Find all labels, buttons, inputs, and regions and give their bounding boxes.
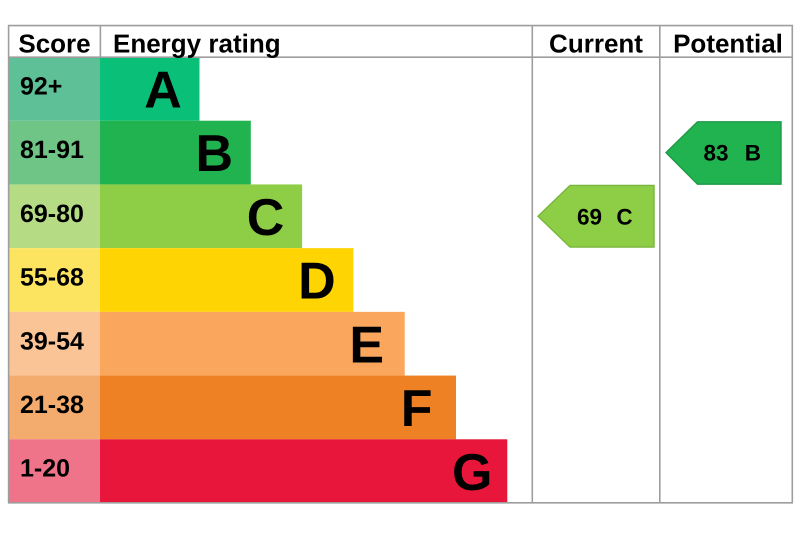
svg-text:1-20: 1-20 xyxy=(20,455,70,483)
svg-text:Score: Score xyxy=(18,28,90,58)
svg-text:69: 69 xyxy=(577,204,602,229)
svg-text:81-91: 81-91 xyxy=(20,136,84,164)
svg-text:21-38: 21-38 xyxy=(20,391,84,419)
svg-text:83: 83 xyxy=(703,141,728,166)
svg-text:Current: Current xyxy=(549,28,643,58)
svg-text:D: D xyxy=(298,253,336,311)
svg-text:B: B xyxy=(196,125,234,183)
svg-text:55-68: 55-68 xyxy=(20,264,84,292)
svg-text:A: A xyxy=(144,62,182,120)
svg-text:F: F xyxy=(401,380,433,438)
svg-text:C: C xyxy=(247,189,285,247)
svg-text:G: G xyxy=(452,444,492,502)
svg-text:69-80: 69-80 xyxy=(20,200,84,228)
svg-text:C: C xyxy=(616,204,632,229)
svg-text:B: B xyxy=(745,141,761,166)
svg-text:39-54: 39-54 xyxy=(20,327,84,355)
svg-text:Potential: Potential xyxy=(673,28,783,58)
svg-text:92+: 92+ xyxy=(20,72,62,100)
svg-text:Energy rating: Energy rating xyxy=(113,28,281,58)
svg-text:E: E xyxy=(349,316,384,374)
